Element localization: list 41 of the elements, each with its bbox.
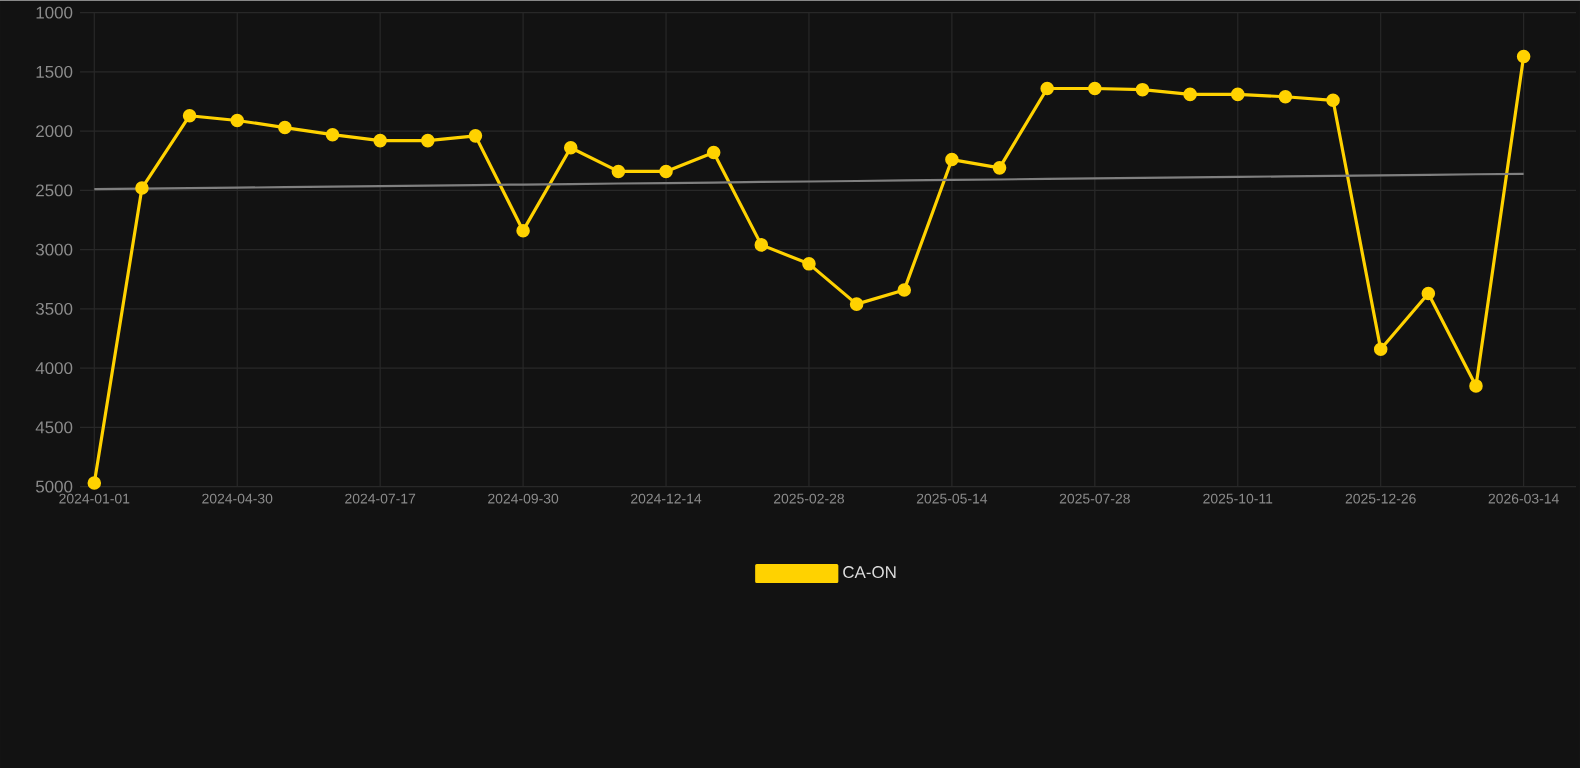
point <box>278 120 292 135</box>
point <box>1088 81 1102 95</box>
y-tick-label: 5000 <box>35 480 73 493</box>
point <box>945 152 959 167</box>
point <box>230 113 245 127</box>
legend-label: CA-ON <box>843 565 896 578</box>
point <box>1421 286 1436 300</box>
point <box>706 145 721 159</box>
point <box>1516 49 1531 63</box>
point <box>659 164 673 178</box>
point <box>1469 378 1483 393</box>
point <box>1326 93 1340 107</box>
point <box>1373 342 1388 356</box>
point <box>373 133 387 148</box>
y-tick-label: 1500 <box>36 65 73 78</box>
point <box>135 180 149 195</box>
point <box>1230 87 1245 101</box>
point <box>849 297 864 311</box>
point <box>563 140 578 155</box>
y-tick-label: 3500 <box>35 302 73 315</box>
y-tick-label: 4500 <box>35 421 73 434</box>
point <box>1183 87 1197 101</box>
y-tick-label: 3000 <box>35 243 73 256</box>
point <box>1135 82 1150 97</box>
y-tick-label: 4000 <box>35 361 73 374</box>
point <box>1278 89 1293 104</box>
point <box>1040 81 1054 95</box>
point <box>611 164 626 178</box>
point <box>87 475 102 490</box>
point <box>516 223 530 238</box>
point <box>325 127 340 142</box>
point <box>182 108 197 123</box>
point <box>897 282 912 297</box>
point <box>468 128 483 143</box>
point <box>421 133 435 148</box>
y-tick-label: 2500 <box>36 184 73 197</box>
point <box>992 160 1007 175</box>
point <box>802 256 816 271</box>
y-tick-label: 1000 <box>36 6 73 19</box>
point <box>754 237 769 252</box>
y-tick-label: 2000 <box>36 124 73 137</box>
